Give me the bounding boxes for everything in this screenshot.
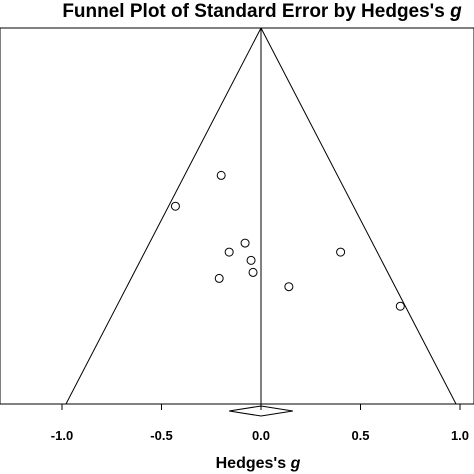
funnel-layer xyxy=(65,27,457,417)
x-tick-label-1: -1.0 xyxy=(51,428,73,443)
x-axis-label: Hedges's g xyxy=(216,455,301,472)
study-point-3 xyxy=(240,238,250,248)
study-point-6 xyxy=(248,267,258,277)
x-tick-label-3: 0.0 xyxy=(252,428,270,443)
summary-diamond xyxy=(229,405,293,417)
study-point-2 xyxy=(170,201,180,211)
points-layer xyxy=(170,170,405,311)
study-point-7 xyxy=(214,273,224,283)
x-tick-label-5: 1.0 xyxy=(451,428,469,443)
study-point-4 xyxy=(224,247,234,257)
ticks-layer: -1.0 -0.5 0.0 0.5 1.0 xyxy=(51,404,469,443)
x-tick-label-2: -0.5 xyxy=(150,428,172,443)
x-axis-label-text: Hedges's xyxy=(216,455,291,472)
x-axis-label-symbol: g xyxy=(290,455,301,472)
title-symbol: g xyxy=(449,1,462,22)
study-point-10 xyxy=(395,301,405,311)
study-point-8 xyxy=(284,282,294,292)
plot-frame xyxy=(0,27,474,405)
study-point-5 xyxy=(246,255,256,265)
funnel-right-limit xyxy=(260,27,457,405)
x-tick-label-4: 0.5 xyxy=(351,428,369,443)
chart-title: Funnel Plot of Standard Error by Hedges'… xyxy=(62,1,462,22)
study-point-9 xyxy=(336,247,346,257)
title-text: Funnel Plot of Standard Error by Hedges'… xyxy=(62,1,450,22)
study-point-1 xyxy=(216,170,226,180)
funnel-left-limit xyxy=(65,27,262,405)
